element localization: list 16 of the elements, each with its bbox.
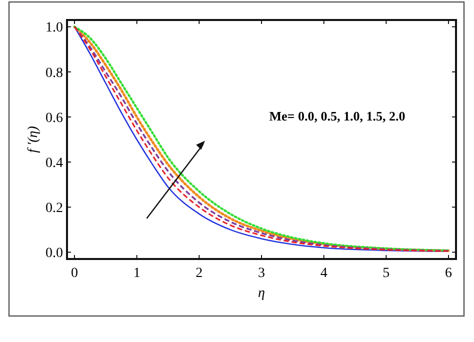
y-axis-title: f ′(η)	[26, 126, 41, 153]
y-tick-label: 0.8	[46, 66, 63, 81]
y-tick-label: 0.6	[46, 110, 63, 126]
x-axis-title: η	[258, 286, 266, 301]
x-tick-label: 6	[445, 266, 452, 281]
x-tick-label: 2	[196, 266, 203, 281]
y-tick-label: 0.2	[46, 201, 63, 216]
x-tick-label: 1	[133, 266, 140, 281]
annotation: Me= 0.0, 0.5, 1.0, 1.5, 2.0	[269, 108, 406, 124]
x-tick-label: 4	[320, 266, 328, 281]
x-tick-label: 0	[70, 266, 78, 281]
y-tick-label: 0.0	[46, 246, 63, 262]
y-tick-label: 0.4	[46, 156, 63, 171]
x-tick-label: 5	[382, 266, 390, 281]
x-tick-label: 3	[258, 266, 265, 281]
y-tick-label: 1.0	[46, 20, 63, 36]
